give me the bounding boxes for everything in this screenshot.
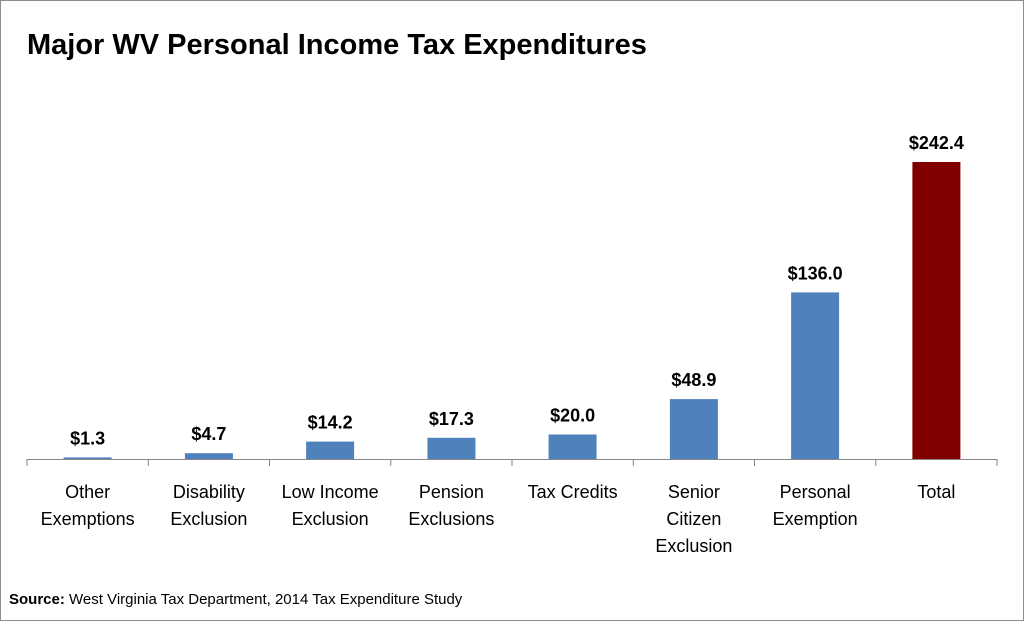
category-label-6: Personal Exemption: [773, 482, 858, 529]
category-label-0-line-1: Exemptions: [41, 509, 135, 529]
category-label-1: Disability Exclusion: [170, 482, 247, 529]
category-label-5-line-1: Citizen: [666, 509, 721, 529]
source-text: West Virginia Tax Department, 2014 Tax E…: [64, 591, 463, 608]
source-note: Source: West Virginia Tax Department, 20…: [9, 591, 462, 608]
category-label-2: Low Income Exclusion: [282, 482, 379, 529]
category-label-0: Other Exemptions: [41, 482, 135, 529]
category-label-7-line-0: Total: [917, 482, 955, 502]
data-label-5: $48.9: [671, 370, 716, 390]
category-label-2-line-0: Low Income: [282, 482, 379, 502]
bar-6: [791, 292, 840, 459]
category-label-5-line-2: Exclusion: [655, 536, 732, 556]
category-label-2-line-1: Exclusion: [292, 509, 369, 529]
category-label-3: Pension Exclusions: [408, 482, 494, 529]
category-label-1-line-1: Exclusion: [170, 509, 247, 529]
category-label-7: Total: [917, 482, 955, 502]
data-label-6: $136.0: [788, 263, 843, 283]
category-label-5-line-0: Senior: [668, 482, 720, 502]
bar-2: [306, 441, 355, 459]
data-label-3: $17.3: [429, 409, 474, 429]
data-label-2: $14.2: [308, 413, 353, 433]
category-label-3-line-0: Pension: [419, 482, 484, 502]
category-label-0-line-0: Other: [65, 482, 110, 502]
bar-7: [912, 162, 961, 459]
category-label-4: Tax Credits: [528, 482, 618, 502]
category-label-4-line-0: Tax Credits: [528, 482, 618, 502]
data-label-0: $1.3: [70, 428, 105, 448]
data-label-1: $4.7: [191, 424, 226, 444]
bar-5: [669, 399, 718, 459]
bar-3: [427, 437, 476, 459]
source-label: Source:: [9, 591, 65, 608]
category-label-6-line-0: Personal: [780, 482, 851, 502]
category-label-3-line-1: Exclusions: [408, 509, 494, 529]
bar-0: [63, 457, 112, 459]
data-label-4: $20.0: [550, 406, 595, 426]
category-label-5: Senior Citizen Exclusion: [655, 482, 732, 556]
bar-1: [184, 453, 233, 459]
bar-4: [548, 434, 597, 459]
category-label-6-line-1: Exemption: [773, 509, 858, 529]
labels-layer: $1.3 $4.7 $14.2 $17.3 $20.0 $48.9 $136.0 $242.4: [70, 133, 964, 448]
category-label-1-line-0: Disability: [173, 482, 245, 502]
chart-title: Major WV Personal Income Tax Expenditure…: [27, 29, 647, 61]
data-label-7: $242.4: [909, 133, 964, 153]
bars-layer: [63, 162, 961, 459]
